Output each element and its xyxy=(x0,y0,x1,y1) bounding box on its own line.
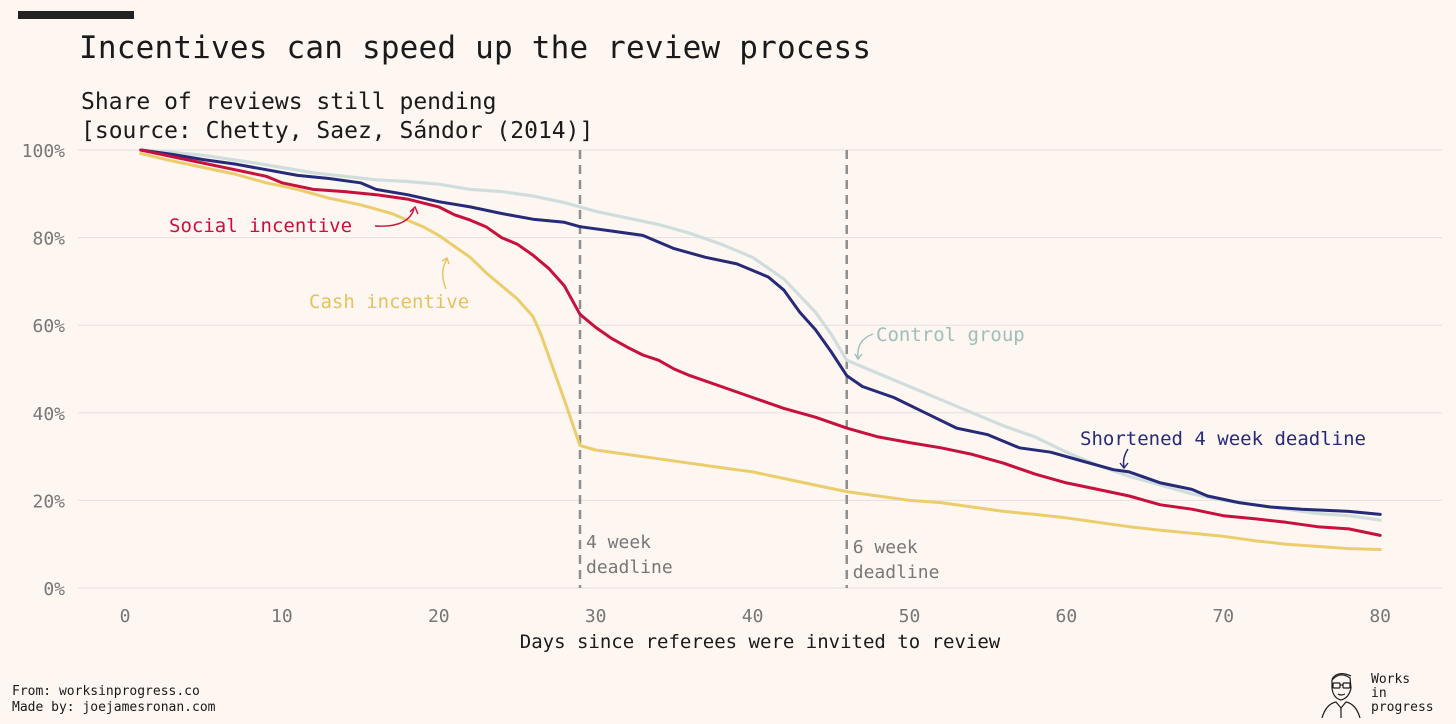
logo-line-3: progress xyxy=(1371,700,1434,715)
label-control-group: Control group xyxy=(876,324,1025,346)
series-line-control xyxy=(139,148,1382,522)
label-social-incentive: Social incentive xyxy=(169,215,352,237)
grid-lines xyxy=(78,149,1442,589)
series-annotations: Social incentive Cash incentive Control … xyxy=(169,205,1366,470)
x-tick-label: 80 xyxy=(1369,606,1391,627)
logo-line-1: Works xyxy=(1371,672,1411,687)
arrow-shortened-deadline xyxy=(1122,448,1129,468)
y-tick-label: 60% xyxy=(32,316,65,337)
y-tick-label: 40% xyxy=(32,404,65,425)
x-tick-label: 70 xyxy=(1212,606,1234,627)
series-lines xyxy=(139,148,1382,551)
chart-title: Incentives can speed up the review proce… xyxy=(79,30,872,66)
x-axis-label: Days since referees were invited to revi… xyxy=(520,631,1001,653)
header-accent-bar xyxy=(18,11,134,19)
x-tick-label: 20 xyxy=(428,606,450,627)
arrowhead-social-incentive xyxy=(409,205,419,215)
x-tick-label: 50 xyxy=(899,606,921,627)
label-cash-incentive: Cash incentive xyxy=(309,291,469,313)
x-tick-label: 10 xyxy=(271,606,293,627)
logo-wordmark: Works in progress xyxy=(1371,673,1434,715)
x-tick-label: 60 xyxy=(1056,606,1078,627)
arrowhead-shortened-deadline xyxy=(1119,462,1129,470)
portrait-sketch-icon xyxy=(1321,673,1361,719)
series-line-shortened xyxy=(139,148,1382,516)
x-tick-label: 30 xyxy=(585,606,607,627)
y-tick-label: 100% xyxy=(22,141,66,162)
deadline-label-line-2: deadline xyxy=(586,557,673,578)
arrow-control-group xyxy=(857,333,874,359)
arrowhead-cash-incentive xyxy=(441,256,450,265)
arrowhead-control-group xyxy=(854,353,863,361)
y-tick-label: 0% xyxy=(43,579,65,600)
subtitle-line-1: Share of reviews still pending xyxy=(81,89,497,115)
x-tick-labels: 0 10 20 30 40 50 60 70 80 xyxy=(120,606,1391,627)
deadline-markers: 4 week deadline 6 week deadline xyxy=(578,150,940,588)
series-line-cash xyxy=(139,152,1382,551)
x-tick-label: 0 xyxy=(120,606,131,627)
footer-credits: From: worksinprogress.co Made by: joejam… xyxy=(12,684,216,716)
deadline-label-line-1: 4 week xyxy=(586,532,651,553)
arrow-cash-incentive xyxy=(442,258,448,290)
arrow-social-incentive xyxy=(374,208,415,227)
footer-source: From: worksinprogress.co xyxy=(12,684,200,699)
x-tick-label: 40 xyxy=(742,606,764,627)
logo-line-2: in xyxy=(1371,686,1387,701)
subtitle-line-2: [source: Chetty, Saez, Sándor (2014)] xyxy=(81,118,594,144)
deadline-label-line-2: deadline xyxy=(853,562,940,583)
y-tick-label: 20% xyxy=(32,491,65,512)
label-shortened-deadline: Shortened 4 week deadline xyxy=(1080,428,1366,450)
footer-author: Made by: joejamesronan.com xyxy=(12,700,216,715)
chart-subtitle: Share of reviews still pending [source: … xyxy=(81,88,593,146)
y-tick-labels: 0% 20% 40% 60% 80% 100% xyxy=(22,141,66,600)
series-line-social xyxy=(139,148,1382,537)
deadline-label-line-1: 6 week xyxy=(853,537,918,558)
y-tick-label: 80% xyxy=(32,229,65,250)
